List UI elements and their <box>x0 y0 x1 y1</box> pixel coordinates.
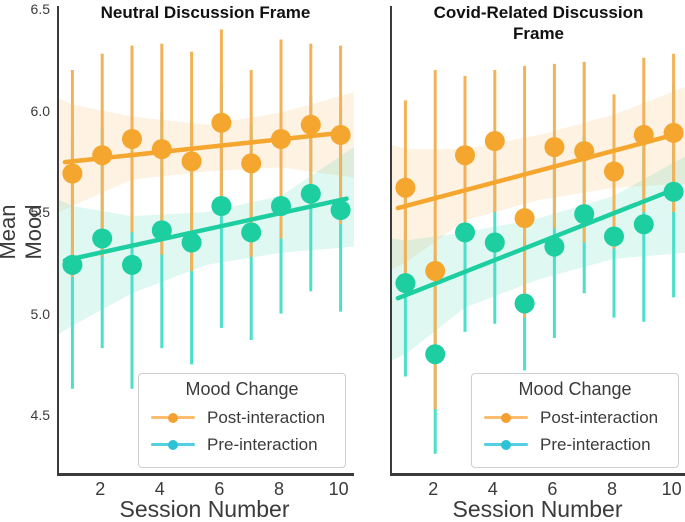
trend-line <box>62 196 349 263</box>
data-point <box>122 254 143 275</box>
panel-title-line: Covid-Related Discussion <box>433 3 644 22</box>
data-point <box>603 161 624 182</box>
data-point <box>514 208 535 229</box>
legend-entry-pre: Pre-interaction <box>139 431 345 458</box>
ci-band <box>392 86 685 269</box>
data-point <box>62 254 83 275</box>
data-point <box>603 226 624 247</box>
post-interaction-marker-icon <box>151 412 195 423</box>
data-point <box>270 128 291 149</box>
x-tick-label: 2 <box>428 479 439 499</box>
legend-label-pre: Pre-interaction <box>207 434 318 454</box>
y-tick-label: 5.5 <box>30 204 50 221</box>
chart-plot-area-neutral <box>59 29 354 389</box>
x-tick-label: 6 <box>214 479 225 499</box>
data-point <box>425 344 446 365</box>
data-point <box>300 114 321 135</box>
legend-title: Mood Change <box>518 379 632 399</box>
legend-label-pre: Pre-interaction <box>540 434 651 454</box>
trend-line <box>395 131 682 211</box>
panel-title-line: Neutral Discussion Frame <box>100 3 311 22</box>
x-axis-label: Session Number <box>119 496 290 522</box>
data-point <box>484 131 505 152</box>
panel-title-neutral: Neutral Discussion Frame <box>57 2 354 23</box>
data-point <box>241 222 262 243</box>
data-point <box>92 145 113 166</box>
panel-covid-frame: Covid-Related Discussion Frame Mood Chan… <box>390 3 685 476</box>
data-point <box>62 163 83 184</box>
panel-title-line: Frame <box>512 24 565 43</box>
x-tick-label: 2 <box>95 479 106 499</box>
legend: Mood Change Post-interaction Pre-interac… <box>471 373 679 468</box>
trend-line <box>395 185 682 301</box>
post-interaction-marker-icon <box>484 412 528 423</box>
legend-entry-post: Post-interaction <box>139 404 345 431</box>
data-point <box>455 145 476 166</box>
pre-interaction-marker-icon <box>484 439 528 450</box>
data-point <box>330 200 351 221</box>
data-point <box>663 181 684 202</box>
panel-title-covid: Covid-Related Discussion Frame <box>390 2 685 44</box>
data-point <box>544 137 565 158</box>
data-point <box>574 141 595 162</box>
data-point <box>92 228 113 249</box>
legend-entry-pre: Pre-interaction <box>472 431 678 458</box>
data-point <box>241 153 262 174</box>
y-tick-label: 4.5 <box>30 407 50 424</box>
data-point <box>484 232 505 253</box>
data-point <box>633 214 654 235</box>
data-point <box>211 112 232 133</box>
legend: Mood Change Post-interaction Pre-interac… <box>138 373 346 468</box>
data-point <box>151 139 172 160</box>
data-point <box>395 273 416 294</box>
data-point <box>270 195 291 216</box>
x-tick-label: 4 <box>487 479 498 499</box>
data-point <box>122 128 143 149</box>
data-point <box>395 177 416 198</box>
x-tick-label: 8 <box>273 479 284 499</box>
panel-neutral-frame: Neutral Discussion Frame Mood Change Pos… <box>57 3 354 476</box>
x-axis-label: Session Number <box>452 496 623 522</box>
y-axis-label: Mean Mood <box>0 204 46 260</box>
legend-label-post: Post-interaction <box>207 407 326 427</box>
data-point <box>633 124 654 145</box>
data-point <box>181 232 202 253</box>
x-tick-label: 10 <box>328 479 349 499</box>
legend-label-post: Post-interaction <box>540 407 659 427</box>
chart-plot-area-covid <box>392 53 685 454</box>
data-point <box>425 260 446 281</box>
data-point <box>663 122 684 143</box>
x-tick-label: 8 <box>606 479 617 499</box>
pre-interaction-marker-icon <box>151 439 195 450</box>
legend-entry-post: Post-interaction <box>472 404 678 431</box>
legend-title: Mood Change <box>185 379 299 399</box>
x-tick-label: 4 <box>154 479 165 499</box>
y-tick-label: 6.5 <box>30 1 50 18</box>
y-tick-label: 5.0 <box>30 305 50 322</box>
x-tick-label: 6 <box>547 479 558 499</box>
data-point <box>455 222 476 243</box>
data-point <box>181 151 202 172</box>
ci-band <box>392 156 685 361</box>
data-point <box>300 183 321 204</box>
data-point <box>151 220 172 241</box>
data-point <box>514 293 535 314</box>
data-point <box>544 236 565 257</box>
x-tick-label: 10 <box>661 479 682 499</box>
y-tick-label: 6.0 <box>30 102 50 119</box>
data-point <box>574 204 595 225</box>
data-point <box>211 195 232 216</box>
data-point <box>330 124 351 145</box>
